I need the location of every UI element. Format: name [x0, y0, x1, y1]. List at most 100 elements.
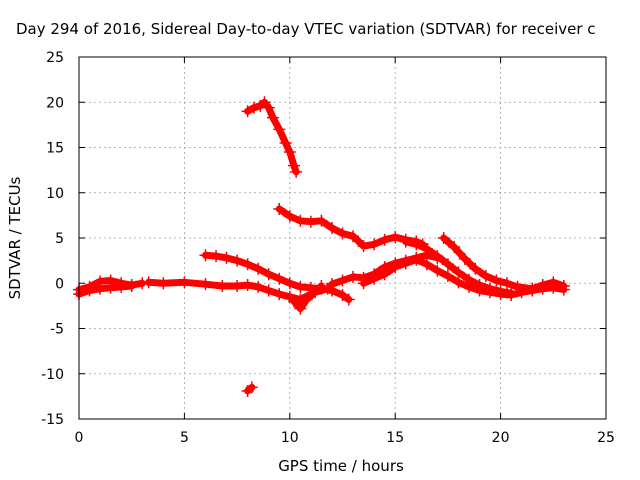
data-point	[220, 251, 233, 264]
y-tick-label: 20	[46, 95, 64, 111]
data-point	[273, 272, 286, 285]
chart-title: Day 294 of 2016, Sidereal Day-to-day VTE…	[16, 20, 596, 38]
data-point	[441, 270, 454, 283]
data-point	[247, 101, 260, 114]
data-point	[511, 280, 524, 293]
data-point	[266, 111, 279, 124]
data-series	[199, 249, 355, 306]
y-tick-label: 25	[46, 50, 64, 66]
data-point	[431, 264, 444, 277]
data-point	[199, 278, 212, 291]
y-tick-label: -10	[41, 367, 64, 383]
series-layer	[73, 96, 570, 397]
data-point	[368, 238, 381, 251]
data-point	[452, 266, 465, 279]
x-axis-label: GPS time / hours	[278, 457, 404, 475]
data-point	[125, 279, 138, 292]
y-tick-label: 0	[55, 276, 64, 292]
data-point	[399, 257, 412, 270]
x-tick-label: 5	[180, 430, 189, 446]
data-point	[479, 270, 492, 283]
data-point	[241, 105, 254, 118]
data-point	[290, 165, 303, 178]
y-axis-label: SDTVAR / TECUs	[6, 176, 24, 299]
data-point	[547, 276, 560, 289]
data-series	[142, 276, 328, 306]
data-point	[347, 230, 360, 243]
data-point	[294, 214, 307, 227]
data-point	[342, 293, 355, 306]
data-point	[368, 272, 381, 285]
data-point	[458, 252, 471, 265]
y-tick-label: 15	[46, 141, 64, 157]
data-series	[437, 232, 570, 295]
data-point	[273, 288, 286, 301]
data-point	[505, 287, 518, 300]
data-series	[241, 381, 258, 397]
data-point	[157, 277, 170, 290]
data-point	[500, 277, 513, 290]
tick-layer: 0 5 10 15 20 25 -15 -10 -5 0 5 10 15 20 25	[41, 50, 615, 446]
x-tick-label: 25	[597, 430, 615, 446]
data-point	[526, 282, 539, 295]
data-point	[94, 282, 107, 295]
data-point	[473, 279, 486, 292]
data-point	[241, 258, 254, 271]
data-point	[262, 268, 275, 281]
data-point	[304, 215, 317, 228]
data-point	[262, 101, 275, 114]
data-point	[104, 281, 117, 294]
data-point	[462, 273, 475, 286]
data-point	[283, 277, 296, 290]
data-point	[273, 203, 286, 216]
data-point	[231, 279, 244, 292]
data-point	[389, 231, 402, 244]
data-point	[410, 238, 423, 251]
y-tick-label: -15	[41, 412, 64, 428]
y-tick-label: -5	[50, 322, 64, 338]
data-point	[210, 250, 223, 263]
data-point	[300, 293, 313, 306]
data-point	[399, 235, 412, 248]
x-tick-label: 15	[386, 430, 404, 446]
data-point	[199, 249, 212, 262]
data-point	[557, 279, 570, 292]
data-point	[357, 240, 370, 253]
data-point	[347, 270, 360, 283]
data-point	[288, 159, 301, 172]
data-point	[336, 227, 349, 240]
data-point	[431, 250, 444, 263]
data-point	[231, 254, 244, 267]
data-point	[325, 222, 338, 235]
data-point	[252, 280, 265, 293]
series-line	[244, 98, 300, 176]
data-point	[294, 280, 307, 293]
y-tick-label: 5	[55, 231, 64, 247]
data-point	[283, 210, 296, 223]
data-point	[241, 279, 254, 292]
data-point	[83, 284, 96, 297]
data-point	[469, 262, 482, 275]
data-point	[336, 289, 349, 302]
data-point	[262, 284, 275, 297]
x-tick-label: 20	[492, 430, 510, 446]
data-point	[178, 276, 191, 289]
data-point	[336, 274, 349, 287]
data-point	[142, 276, 155, 289]
data-point	[494, 285, 507, 298]
data-point	[420, 258, 433, 271]
data-point	[245, 381, 258, 394]
data-series	[241, 96, 303, 178]
x-tick-label: 10	[281, 430, 299, 446]
data-point	[273, 123, 286, 136]
data-series	[399, 235, 518, 300]
data-point	[410, 253, 423, 266]
data-point	[315, 214, 328, 227]
data-point	[484, 282, 497, 295]
data-point	[378, 268, 391, 281]
data-point	[216, 279, 229, 292]
data-point	[490, 274, 503, 287]
data-point	[288, 295, 301, 308]
data-point	[294, 302, 307, 315]
